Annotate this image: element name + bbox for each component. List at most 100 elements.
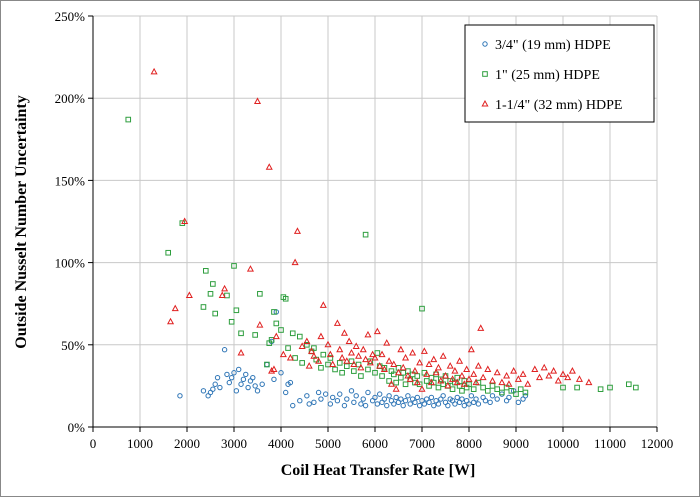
triangle-point xyxy=(298,342,306,349)
triangle-point xyxy=(458,371,466,379)
circle-point xyxy=(287,379,294,386)
triangle-point xyxy=(357,363,365,371)
triangle-point xyxy=(409,348,417,356)
triangle-point xyxy=(338,353,346,361)
triangle-point xyxy=(399,363,407,371)
x-tick-label: 11000 xyxy=(594,436,626,451)
circle-point xyxy=(217,384,223,391)
triangle-point xyxy=(364,330,372,338)
circle-point xyxy=(315,389,322,396)
triangle-point xyxy=(371,353,379,361)
square-point xyxy=(289,330,296,337)
circle-point xyxy=(452,401,458,407)
triangle-point xyxy=(355,352,363,359)
triangle-point xyxy=(150,67,158,75)
triangle-point xyxy=(465,375,473,382)
square-point xyxy=(597,386,604,392)
circle-point xyxy=(468,393,475,399)
triangle-point xyxy=(218,291,226,298)
square-point xyxy=(393,379,399,386)
circle-point xyxy=(494,396,500,402)
triangle-point xyxy=(404,371,412,379)
circle-point xyxy=(236,366,242,373)
square-point xyxy=(304,342,310,348)
triangle-point xyxy=(308,347,316,354)
circle-point xyxy=(177,393,183,399)
square-point xyxy=(607,384,613,391)
square-point xyxy=(626,381,632,388)
triangle-point xyxy=(392,385,400,392)
square-point xyxy=(336,360,343,366)
triangle-point xyxy=(246,265,254,272)
triangle-point xyxy=(293,227,301,234)
square-point xyxy=(459,388,465,394)
circle-point xyxy=(351,399,357,406)
circle-point xyxy=(400,402,406,409)
triangle-point xyxy=(441,371,450,379)
square-point xyxy=(372,369,378,376)
triangle-point xyxy=(181,217,189,224)
y-tick-label: 100% xyxy=(55,256,86,271)
circle-point xyxy=(226,379,233,386)
circle-point xyxy=(243,371,249,378)
circle-point xyxy=(440,393,446,399)
triangle-point xyxy=(310,352,318,359)
triangle-point xyxy=(333,319,341,326)
square-point xyxy=(365,366,371,373)
triangle-point xyxy=(531,365,539,372)
circle-point xyxy=(254,388,261,394)
circle-point xyxy=(358,401,364,407)
square-point xyxy=(278,327,284,333)
triangle-point xyxy=(324,340,332,348)
triangle-point xyxy=(343,357,351,364)
triangle-point xyxy=(524,380,532,387)
square-point xyxy=(374,350,381,356)
circle-point xyxy=(461,402,467,409)
data-points xyxy=(125,67,639,409)
triangle-point xyxy=(446,362,454,369)
triangle-point xyxy=(315,357,323,364)
triangle-point xyxy=(383,339,391,346)
x-tick-label: 7000 xyxy=(409,436,435,451)
square-point xyxy=(299,360,305,366)
triangle-point xyxy=(397,345,405,353)
triangle-point xyxy=(488,376,497,384)
triangle-point xyxy=(268,367,276,374)
square-point xyxy=(470,386,477,392)
circle-point xyxy=(311,399,317,406)
series-3 xyxy=(150,67,593,392)
triangle-point xyxy=(434,363,442,371)
x-tick-label: 3000 xyxy=(221,436,247,451)
legend-marker-2 xyxy=(482,71,488,77)
square-point xyxy=(485,388,491,394)
square-point xyxy=(224,292,230,299)
circle-point xyxy=(362,402,369,409)
triangle-point xyxy=(376,362,384,369)
triangle-point xyxy=(498,378,506,386)
triangle-point xyxy=(437,376,445,384)
circle-point xyxy=(360,396,366,402)
triangle-point xyxy=(418,385,426,392)
triangle-point xyxy=(253,97,262,104)
triangle-point xyxy=(559,370,567,377)
square-point xyxy=(233,307,240,314)
square-point xyxy=(633,384,639,391)
circle-point xyxy=(482,397,489,404)
triangle-point xyxy=(510,367,518,374)
square-point xyxy=(339,369,345,376)
triangle-point xyxy=(540,363,548,371)
circle-point xyxy=(327,401,334,407)
circle-point xyxy=(250,374,256,381)
triangle-point xyxy=(329,360,337,368)
square-point xyxy=(517,386,524,392)
triangle-point xyxy=(345,337,353,345)
circle-point xyxy=(297,397,303,404)
triangle-point xyxy=(554,376,562,384)
square-point xyxy=(125,116,132,123)
triangle-point xyxy=(362,355,370,363)
circle-point xyxy=(402,397,409,404)
triangle-point xyxy=(425,360,433,368)
square-point xyxy=(231,263,237,269)
square-point xyxy=(264,361,270,368)
triangle-point xyxy=(505,380,513,387)
